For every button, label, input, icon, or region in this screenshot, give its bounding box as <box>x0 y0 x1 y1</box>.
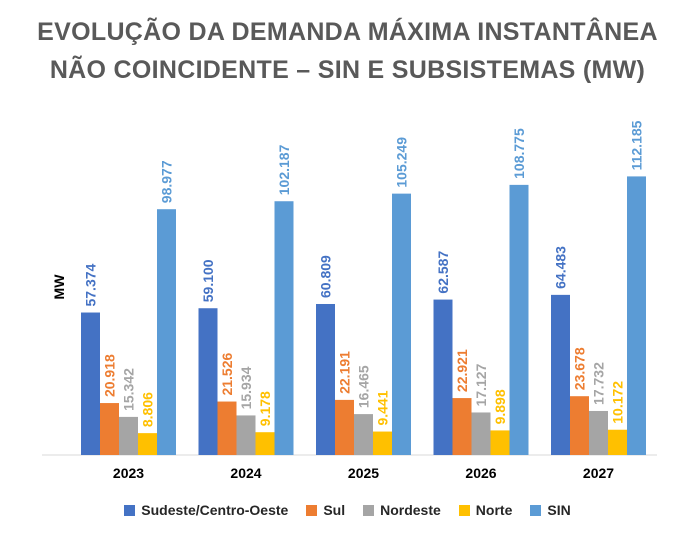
data-label-norte-2025: 9.441 <box>375 390 391 425</box>
data-label-sul-2025: 22.191 <box>337 351 353 394</box>
data-label-norte-2023: 8.806 <box>140 392 156 427</box>
x-tick-label-2025: 2025 <box>348 465 379 481</box>
bar-norte-2027 <box>608 429 627 455</box>
x-tick-label-2026: 2026 <box>465 465 496 481</box>
chart-title-line-2: NÃO COINCIDENTE – SIN E SUBSISTEMAS (MW) <box>49 56 646 84</box>
data-label-sul-2026: 22.921 <box>454 349 470 392</box>
legend-label: Sul <box>323 502 346 518</box>
data-label-sin-2027: 112.185 <box>629 120 645 170</box>
legend-swatch <box>124 504 136 516</box>
bar-norte-2026 <box>490 430 510 455</box>
legend-label: Norte <box>475 502 513 518</box>
bar-sudeste-centro-oeste-2026 <box>433 299 453 455</box>
legend-item-sin: SIN <box>530 502 571 518</box>
legend-swatch <box>363 504 375 516</box>
bar-sul-2026 <box>452 398 472 455</box>
x-ticks-group: 2023 2024 2025 2026 2027 <box>113 465 614 481</box>
bar-nordeste-2024 <box>236 415 256 455</box>
legend-item-sul: Sul <box>306 502 345 518</box>
bar-sudeste-centro-oeste-2024 <box>198 308 218 455</box>
bar-nordeste-2025 <box>354 414 373 455</box>
legend: Sudeste/Centro-Oeste Sul Nordeste Norte SIN <box>0 502 695 518</box>
legend-item-norte: Norte <box>458 502 513 518</box>
legend-item-sudeste-centro-oeste: Sudeste/Centro-Oeste <box>124 502 288 518</box>
data-label-nordeste-2024: 15.934 <box>238 366 254 409</box>
legend-label: Sudeste/Centro-Oeste <box>141 502 289 518</box>
data-label-sudeste-centro-oeste-2023: 57.374 <box>83 263 99 306</box>
data-label-nordeste-2025: 16.465 <box>356 365 372 408</box>
legend-label: Nordeste <box>380 502 441 518</box>
legend-swatch <box>458 504 470 516</box>
x-tick-label-2023: 2023 <box>113 465 144 481</box>
bar-nordeste-2026 <box>471 412 491 455</box>
data-label-sul-2027: 23.678 <box>572 347 588 390</box>
data-label-nordeste-2023: 15.342 <box>121 368 137 411</box>
data-label-sul-2024: 21.526 <box>219 353 235 396</box>
data-label-sin-2024: 102.187 <box>276 144 292 195</box>
x-tick-label-2027: 2027 <box>583 465 614 481</box>
bar-sin-2023 <box>157 209 176 455</box>
data-label-norte-2024: 9.178 <box>257 391 273 426</box>
x-tick-label-2024: 2024 <box>230 465 261 481</box>
data-label-sin-2025: 105.249 <box>394 137 410 188</box>
bar-sul-2023 <box>100 403 119 455</box>
y-axis-label: MW <box>51 274 67 300</box>
data-label-sudeste-centro-oeste-2027: 64.483 <box>553 246 569 289</box>
bar-sul-2027 <box>570 396 589 455</box>
bar-nordeste-2023 <box>119 416 138 455</box>
bar-sin-2025 <box>392 193 411 455</box>
data-label-nordeste-2026: 17.127 <box>473 363 489 406</box>
bar-norte-2023 <box>138 433 157 455</box>
data-label-norte-2027: 10.172 <box>610 381 626 424</box>
legend-item-nordeste: Nordeste <box>363 502 441 518</box>
bar-norte-2024 <box>255 432 275 455</box>
bar-sul-2025 <box>335 399 354 455</box>
data-label-sudeste-centro-oeste-2026: 62.587 <box>435 251 451 294</box>
data-label-sudeste-centro-oeste-2025: 60.809 <box>318 255 334 298</box>
bar-sudeste-centro-oeste-2025 <box>316 303 335 455</box>
bar-sin-2026 <box>509 184 529 455</box>
data-label-sin-2023: 98.977 <box>159 160 175 203</box>
bar-sin-2024 <box>274 201 294 455</box>
legend-label: SIN <box>547 502 571 518</box>
bar-sin-2027 <box>627 176 646 455</box>
bar-norte-2025 <box>373 431 392 455</box>
data-label-sul-2023: 20.918 <box>102 354 118 397</box>
data-label-nordeste-2027: 17.732 <box>591 362 607 405</box>
bar-sul-2024 <box>217 401 237 455</box>
bar-nordeste-2027 <box>589 410 608 455</box>
data-label-norte-2026: 9.898 <box>492 389 508 424</box>
bar-sudeste-centro-oeste-2023 <box>81 312 100 455</box>
data-label-sudeste-centro-oeste-2024: 59.100 <box>200 259 216 302</box>
bars-group: 57.374 20.918 15.342 8.806 98.977 59.100 21.52… <box>81 120 646 455</box>
data-label-sin-2026: 108.775 <box>511 128 527 179</box>
legend-swatch <box>306 504 318 516</box>
chart-title-line-1: EVOLUÇÃO DA DEMANDA MÁXIMA INSTANTÂNEA <box>37 18 658 46</box>
legend-swatch <box>530 504 542 516</box>
bar-sudeste-centro-oeste-2027 <box>551 294 570 455</box>
